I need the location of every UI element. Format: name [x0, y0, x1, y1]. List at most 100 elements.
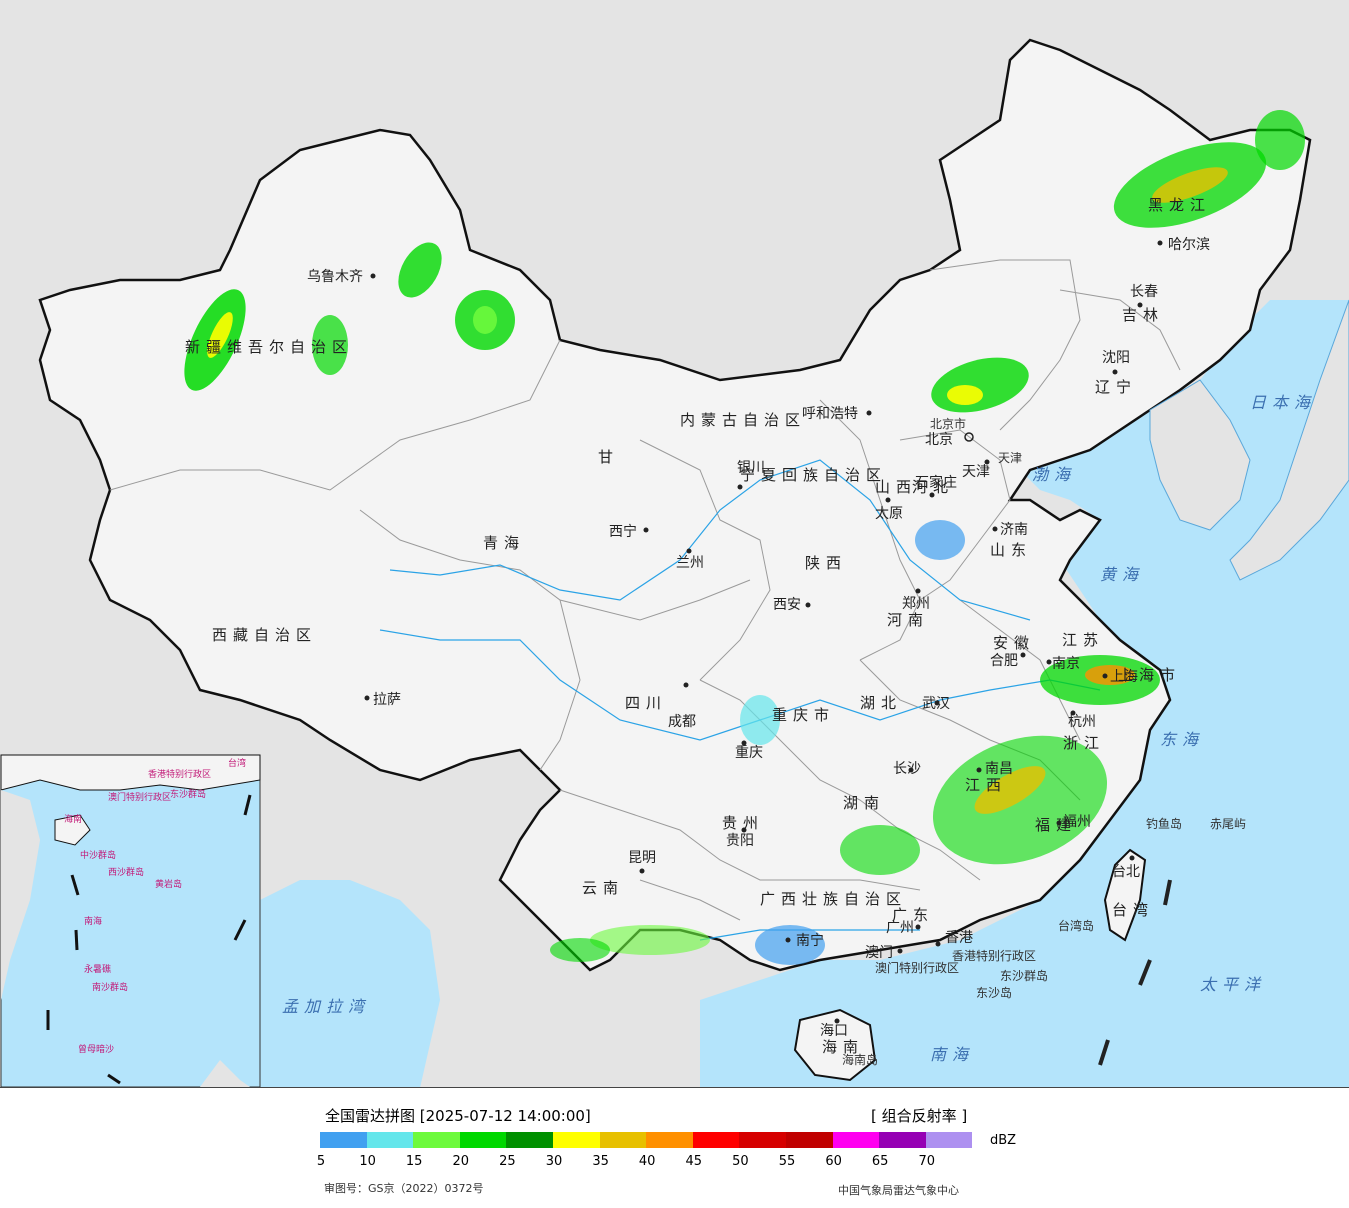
colorbar-swatch: [460, 1132, 507, 1148]
colorbar: [320, 1132, 972, 1148]
inset-label: 香港特别行政区: [148, 768, 211, 780]
province-label: 安徽: [993, 634, 1035, 652]
unit-label: dBZ: [990, 1133, 1016, 1148]
province-label: 青海: [483, 534, 525, 552]
radar-map: 新疆维吾尔自治区 西藏自治区 青海 甘 内蒙古自治区 黑龙江 吉林 辽宁 山西 河北 山东 河南 陕西四…: [0, 0, 1349, 1088]
city-label: 成都: [668, 714, 696, 730]
inset-label: 中沙群岛: [80, 849, 116, 861]
province-label: 广西壮族自治区: [760, 890, 907, 908]
city-label: 杭州: [1068, 714, 1096, 730]
sea-label: 日本海: [1250, 393, 1316, 412]
city-label: 台北: [1112, 864, 1140, 880]
province-label: 浙江: [1063, 734, 1105, 752]
province-label: 江西: [965, 776, 1007, 794]
island-label: 钓鱼岛: [1146, 816, 1182, 831]
colorbar-tick-label: 5: [317, 1154, 325, 1169]
colorbar-swatch: [786, 1132, 833, 1148]
city-label: 南京: [1052, 656, 1080, 672]
sea-label: 南海: [930, 1045, 974, 1064]
colorbar-swatch: [646, 1132, 693, 1148]
colorbar-swatch: [926, 1132, 973, 1148]
city-label: 长沙: [893, 761, 921, 777]
city-label: 哈尔滨: [1168, 237, 1210, 253]
island-label: 东沙群岛: [1000, 968, 1048, 983]
island-label: 东沙岛: [976, 985, 1012, 1000]
province-label: 辽宁: [1095, 378, 1137, 396]
colorbar-tick-label: 60: [825, 1154, 842, 1169]
colorbar-tick-label: 65: [872, 1154, 889, 1169]
city-label: 石家庄: [915, 474, 957, 491]
region-label: 澳门特别行政区: [875, 960, 959, 975]
inset-label: 曾母暗沙: [78, 1043, 114, 1055]
colorbar-swatch: [320, 1132, 367, 1148]
city-label: 天津: [962, 464, 990, 480]
city-label: 南昌: [985, 761, 1013, 777]
city-label: 海口: [820, 1023, 848, 1039]
colorbar-swatch: [879, 1132, 926, 1148]
province-label: 新疆维吾尔自治区: [185, 338, 353, 356]
province-label: 台湾: [1112, 901, 1154, 919]
colorbar-swatch: [833, 1132, 880, 1148]
colorbar-swatch: [739, 1132, 786, 1148]
province-label: 黑龙江: [1148, 196, 1211, 214]
city-label: 呼和浩特: [802, 406, 858, 422]
legend-title: 全国雷达拼图 [2025-07-12 14:00:00]: [325, 1105, 591, 1126]
city-label: 广州: [886, 920, 914, 936]
colorbar-tick-label: 70: [919, 1154, 936, 1169]
colorbar-swatch: [367, 1132, 414, 1148]
city-label: 济南: [1000, 522, 1028, 538]
city-label: 太原: [875, 506, 903, 522]
province-label: 湖北: [860, 694, 902, 712]
region-label: 香港特别行政区: [952, 948, 1036, 963]
city-label: 武汉: [922, 696, 950, 712]
city-label: 合肥: [990, 653, 1018, 669]
island-label: 赤尾屿: [1210, 817, 1246, 831]
colorbar-swatch: [413, 1132, 460, 1148]
colorbar-ticks: 5 10 15 20 25 30 35 40 45 50 55 60 65 70: [0, 1154, 1349, 1172]
city-label: 贵阳: [726, 833, 754, 849]
city-label: 昆明: [628, 850, 656, 866]
city-label: 长春: [1130, 284, 1158, 300]
inset-label: 东沙群岛: [170, 788, 206, 800]
province-label: 贵州: [722, 814, 764, 832]
colorbar-tick-label: 45: [686, 1154, 703, 1169]
colorbar-swatch: [693, 1132, 740, 1148]
colorbar-tick-label: 50: [732, 1154, 749, 1169]
inset-label: 南沙群岛: [92, 981, 128, 993]
south-china-sea-inset: 台湾香港特别行政区澳门特别行政区东沙群岛海南中沙群岛黄岩岛南海永暑礁南沙群岛曾母…: [1, 755, 260, 1087]
inset-label: 永暑礁: [84, 963, 111, 975]
province-label: 山东: [990, 541, 1032, 559]
colorbar-swatch: [600, 1132, 647, 1148]
province-label: 河南: [887, 611, 929, 629]
city-label: 南宁: [796, 932, 824, 949]
colorbar-tick-label: 20: [453, 1154, 470, 1169]
inset-label: 海南: [64, 813, 82, 825]
city-label: 西宁: [609, 523, 637, 540]
colorbar-tick-label: 55: [779, 1154, 796, 1169]
colorbar-swatch: [553, 1132, 600, 1148]
sea-label: 渤海: [1032, 465, 1076, 484]
city-label: 福州: [1063, 814, 1091, 830]
province-label: 内蒙古自治区: [680, 411, 806, 429]
city-label: 西安: [773, 597, 801, 613]
province-label: 四川: [625, 694, 667, 712]
island-label: 台湾岛: [1058, 918, 1094, 933]
city-label: 郑州: [902, 596, 930, 612]
inset-label: 西沙群岛: [108, 866, 144, 878]
province-label: 吉林: [1122, 306, 1164, 324]
province-label: 重庆市: [772, 706, 835, 724]
province-label: 云南: [582, 879, 624, 897]
city-label: 拉萨: [373, 692, 401, 708]
sea-label: 太平洋: [1200, 975, 1266, 994]
region-label: 北京市: [930, 416, 966, 431]
approval-number: 审图号：GS京（2022）0372号: [324, 1180, 484, 1196]
city-label: 银川: [737, 460, 765, 476]
colorbar-swatch: [506, 1132, 553, 1148]
legend-panel: 全国雷达拼图 [2025-07-12 14:00:00] [ 组合反射率 ] d…: [0, 1088, 1349, 1208]
region-label: 天津: [998, 451, 1022, 465]
product-name: [ 组合反射率 ]: [871, 1105, 967, 1126]
colorbar-tick-label: 30: [546, 1154, 563, 1169]
island-label: 海南岛: [842, 1052, 878, 1067]
colorbar-tick-label: 25: [499, 1154, 516, 1169]
